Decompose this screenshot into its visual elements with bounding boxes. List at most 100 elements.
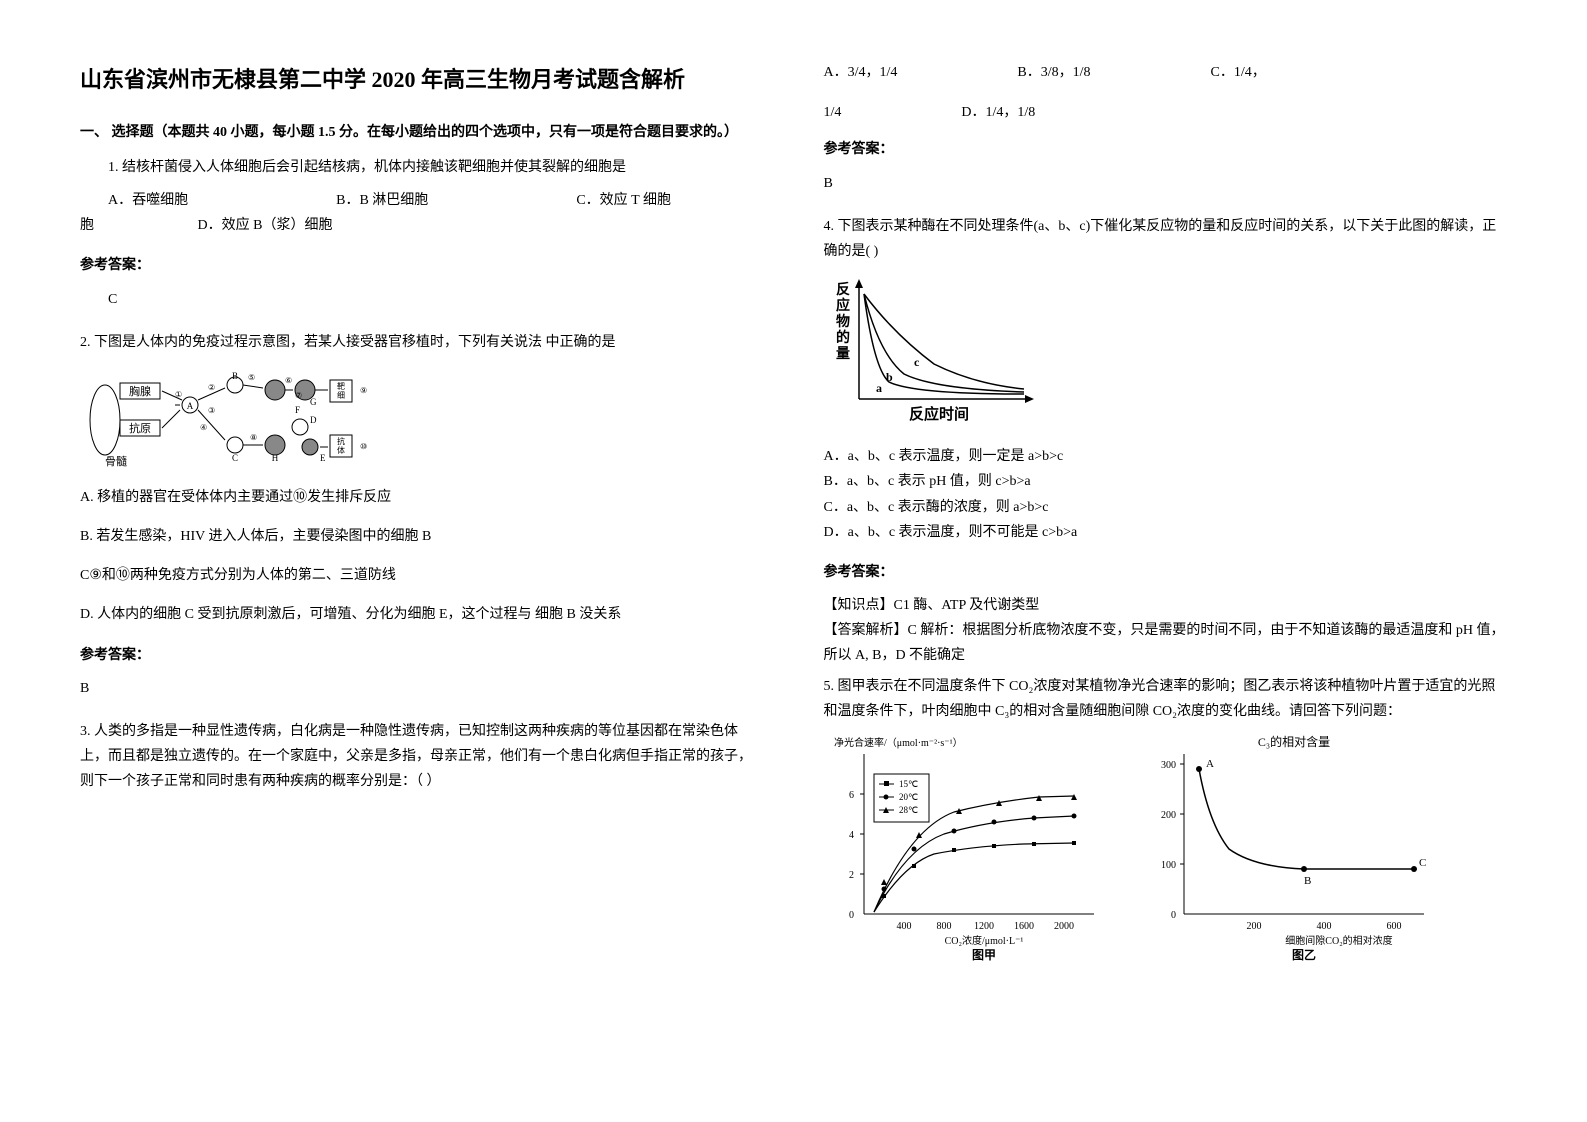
svg-text:0: 0 bbox=[1171, 910, 1176, 921]
svg-text:B: B bbox=[1304, 875, 1311, 887]
svg-text:H: H bbox=[272, 453, 279, 463]
question-2: 2. 下图是人体内的免疫过程示意图，若某人接受器官移植时，下列有关说法 中正确的… bbox=[80, 330, 764, 628]
svg-text:靶: 靶 bbox=[337, 381, 345, 391]
q2-answer: B bbox=[80, 676, 764, 701]
svg-text:4: 4 bbox=[849, 830, 854, 841]
q3-optD: D．1/4，1/8 bbox=[961, 100, 1035, 125]
q4-optC: C．a、b、c 表示酶的浓度，则 a>b>c bbox=[824, 495, 1508, 520]
svg-text:量: 量 bbox=[836, 346, 850, 362]
answer-label-2: 参考答案： bbox=[80, 643, 764, 668]
q3-text: 3. 人类的多指是一种显性遗传病，白化病是一种隐性遗传病，已知控制这两种疾病的等… bbox=[80, 719, 764, 795]
q2-diagram: 胸腺 抗原 骨髓 A B F G 靶 细 C bbox=[80, 365, 764, 475]
svg-text:⑤: ⑤ bbox=[248, 373, 255, 382]
section-intro: 一、 选择题（本题共 40 小题，每小题 1.5 分。在每小题给出的四个选项中，… bbox=[80, 120, 764, 145]
svg-text:④: ④ bbox=[200, 423, 207, 432]
svg-text:100: 100 bbox=[1161, 860, 1176, 871]
svg-text:图甲: 图甲 bbox=[971, 948, 995, 962]
q1-optB: B．B 淋巴细胞 bbox=[308, 188, 428, 213]
svg-text:C₃的相对含量: C₃的相对含量 bbox=[1257, 734, 1329, 749]
q4-knowledge-row: 【知识点】C1 酶、ATP 及代谢类型 bbox=[824, 593, 1508, 618]
svg-text:15℃: 15℃ bbox=[899, 779, 918, 789]
svg-text:C: C bbox=[1419, 857, 1426, 869]
q1-optA: A．吞噬细胞 bbox=[80, 188, 188, 213]
q4-analysis: C 解析：根据图分析底物浓度不变，只是需要的时间不同，由于不知道该酶的最适温度和… bbox=[824, 623, 1505, 663]
q3-options: A．3/4，1/4 B．3/8，1/8 C．1/4， 1/4 D．1/4，1/8 bbox=[824, 60, 1508, 125]
antigen-label: 抗原 bbox=[129, 421, 151, 435]
q1-optC: C．效应 T 细胞 bbox=[548, 188, 671, 213]
svg-text:400: 400 bbox=[896, 921, 911, 932]
svg-text:2: 2 bbox=[849, 870, 854, 881]
q4-xlabel: 反应时间 bbox=[908, 405, 968, 423]
q3-line2-1: 1/4 bbox=[824, 100, 842, 125]
q2-text: 2. 下图是人体内的免疫过程示意图，若某人接受器官移植时，下列有关说法 中正确的… bbox=[80, 330, 764, 355]
q4-analysis-label: 【答案解析】 bbox=[824, 623, 908, 638]
q1-answer: C bbox=[80, 287, 764, 312]
answer-label-1: 参考答案： bbox=[80, 253, 764, 278]
svg-text:0: 0 bbox=[849, 910, 854, 921]
answer-label-3: 参考答案： bbox=[824, 137, 1508, 162]
q4-optB: B．a、b、c 表示 pH 值，则 c>b>a bbox=[824, 469, 1508, 494]
svg-text:⑧: ⑧ bbox=[250, 433, 257, 442]
svg-text:净光合速率/（μmol·m⁻²·s⁻¹）: 净光合速率/（μmol·m⁻²·s⁻¹） bbox=[834, 736, 963, 749]
svg-text:①: ① bbox=[175, 390, 182, 399]
svg-text:2000: 2000 bbox=[1054, 921, 1074, 932]
svg-text:抗: 抗 bbox=[337, 436, 345, 446]
q3-answer: B bbox=[824, 171, 1508, 196]
svg-text:1200: 1200 bbox=[974, 921, 994, 932]
q3-optB: B．3/8，1/8 bbox=[1017, 60, 1090, 85]
q3-optC: C．1/4， bbox=[1211, 60, 1266, 85]
svg-text:物: 物 bbox=[836, 313, 850, 330]
svg-text:28℃: 28℃ bbox=[899, 805, 918, 815]
svg-text:20℃: 20℃ bbox=[899, 792, 918, 802]
svg-text:图乙: 图乙 bbox=[1291, 948, 1315, 962]
svg-text:体: 体 bbox=[337, 445, 345, 455]
question-5: 5. 图甲表示在不同温度条件下 CO₂浓度对某植物净光合速率的影响；图乙表示将该… bbox=[824, 674, 1508, 964]
q5-charts: 净光合速率/（μmol·m⁻²·s⁻¹） 0 2 4 6 400 800 120… bbox=[824, 734, 1508, 964]
svg-text:200: 200 bbox=[1246, 921, 1261, 932]
svg-text:②: ② bbox=[208, 383, 215, 392]
svg-text:F: F bbox=[295, 405, 300, 415]
svg-text:D: D bbox=[310, 415, 317, 425]
svg-text:A: A bbox=[187, 401, 194, 411]
q1-text: 1. 结核杆菌侵入人体细胞后会引起结核病，机体内接触该靶细胞并使其裂解的细胞是 bbox=[80, 155, 764, 180]
q2-optB: B. 若发生感染，HIV 进入人体后，主要侵染图中的细胞 B bbox=[80, 524, 764, 549]
svg-text:200: 200 bbox=[1161, 810, 1176, 821]
q1-optD-prefix: 胞 bbox=[80, 218, 94, 233]
svg-text:600: 600 bbox=[1386, 921, 1401, 932]
svg-text:300: 300 bbox=[1161, 760, 1176, 771]
q4-text: 4. 下图表示某种酶在不同处理条件(a、b、c)下催化某反应物的量和反应时间的关… bbox=[824, 214, 1508, 264]
left-column: 山东省滨州市无棣县第二中学 2020 年高三生物月考试题含解析 一、 选择题（本… bbox=[80, 60, 764, 1062]
svg-text:G: G bbox=[310, 397, 317, 407]
svg-text:⑦: ⑦ bbox=[295, 391, 302, 400]
svg-text:A: A bbox=[1206, 758, 1214, 770]
question-4: 4. 下图表示某种酶在不同处理条件(a、b、c)下催化某反应物的量和反应时间的关… bbox=[824, 214, 1508, 545]
q4-knowledge: C1 酶、ATP 及代谢类型 bbox=[894, 598, 1040, 613]
q4-optD: D．a、b、c 表示温度，则不可能是 c>b>a bbox=[824, 520, 1508, 545]
svg-text:b: b bbox=[886, 370, 893, 384]
chart-yi: C₃的相对含量 0 100 200 300 200 400 600 细胞间隙CO… bbox=[1144, 734, 1444, 964]
svg-text:应: 应 bbox=[836, 297, 850, 314]
bone-marrow-label: 骨髓 bbox=[105, 455, 127, 468]
svg-text:800: 800 bbox=[936, 921, 951, 932]
svg-text:细: 细 bbox=[337, 390, 345, 400]
svg-text:a: a bbox=[876, 381, 882, 395]
thymus-label: 胸腺 bbox=[129, 384, 151, 398]
svg-text:⑩: ⑩ bbox=[360, 442, 367, 451]
svg-text:⑨: ⑨ bbox=[360, 386, 367, 395]
svg-text:反: 反 bbox=[836, 281, 850, 298]
q2-optD: D. 人体内的细胞 C 受到抗原刺激后，可增殖、分化为细胞 E，这个过程与 细胞… bbox=[80, 602, 764, 627]
q4-optA: A．a、b、c 表示温度，则一定是 a>b>c bbox=[824, 444, 1508, 469]
svg-text:的: 的 bbox=[836, 329, 850, 346]
svg-text:C: C bbox=[232, 453, 238, 463]
q2-optC: C⑨和⑩两种免疫方式分别为人体的第二、三道防线 bbox=[80, 563, 764, 588]
svg-text:CO₂浓度/μmol·L⁻¹: CO₂浓度/μmol·L⁻¹ bbox=[944, 934, 1023, 947]
chart-jia: 净光合速率/（μmol·m⁻²·s⁻¹） 0 2 4 6 400 800 120… bbox=[824, 734, 1114, 964]
svg-text:B: B bbox=[232, 371, 238, 381]
page-title: 山东省滨州市无棣县第二中学 2020 年高三生物月考试题含解析 bbox=[80, 60, 764, 100]
svg-text:1600: 1600 bbox=[1014, 921, 1034, 932]
question-3: 3. 人类的多指是一种显性遗传病，白化病是一种隐性遗传病，已知控制这两种疾病的等… bbox=[80, 719, 764, 795]
svg-text:细胞间隙CO₂的相对浓度: 细胞间隙CO₂的相对浓度 bbox=[1285, 934, 1392, 947]
q5-text: 5. 图甲表示在不同温度条件下 CO₂浓度对某植物净光合速率的影响；图乙表示将该… bbox=[824, 674, 1508, 724]
svg-text:c: c bbox=[914, 355, 920, 369]
q2-optA: A. 移植的器官在受体体内主要通过⑩发生排斥反应 bbox=[80, 485, 764, 510]
